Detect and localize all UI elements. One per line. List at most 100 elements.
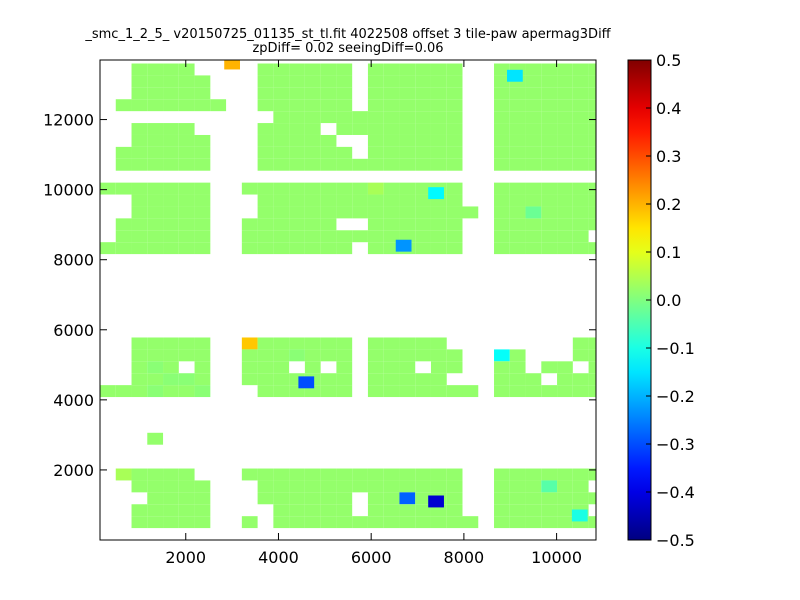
heatmap-cell bbox=[194, 99, 211, 112]
heatmap-cell bbox=[399, 361, 416, 374]
heatmap-cell bbox=[367, 361, 384, 374]
heatmap-cell bbox=[588, 349, 596, 362]
heatmap-cell bbox=[320, 385, 337, 398]
colorbar-tick-label: −0.4 bbox=[656, 483, 695, 502]
heatmap-cell bbox=[147, 337, 164, 350]
heatmap-cell bbox=[588, 75, 596, 88]
heatmap-cell bbox=[383, 218, 400, 231]
heatmap-cell bbox=[304, 480, 321, 493]
heatmap-cell bbox=[525, 468, 542, 481]
heatmap-cell bbox=[115, 146, 132, 159]
heatmap-cell bbox=[399, 63, 416, 76]
heatmap-cell bbox=[178, 349, 195, 362]
heatmap-cell bbox=[336, 63, 353, 76]
heatmap-cell bbox=[525, 385, 542, 398]
heatmap-cell bbox=[509, 87, 526, 100]
heatmap-cell bbox=[541, 504, 558, 517]
heatmap-cell bbox=[289, 516, 305, 529]
heatmap-cell bbox=[194, 385, 211, 398]
heatmap-cell bbox=[163, 134, 179, 147]
heatmap-cell bbox=[257, 492, 274, 505]
heatmap-cell bbox=[163, 87, 179, 100]
heatmap-cell bbox=[273, 206, 290, 219]
heatmap-cell bbox=[289, 134, 305, 147]
heatmap-cell bbox=[304, 337, 321, 350]
heatmap-cell-outlier bbox=[298, 376, 315, 389]
heatmap-cell bbox=[588, 361, 596, 374]
heatmap-cell bbox=[320, 468, 337, 481]
heatmap-cell bbox=[163, 361, 179, 374]
heatmap-cell bbox=[273, 111, 290, 124]
y-tick-label: 6000 bbox=[53, 321, 94, 340]
heatmap-cell bbox=[588, 182, 596, 195]
heatmap-cell bbox=[273, 242, 290, 255]
heatmap-cell bbox=[430, 134, 447, 147]
heatmap-cell bbox=[525, 492, 542, 505]
heatmap-cell bbox=[509, 123, 526, 135]
heatmap-cell bbox=[257, 87, 274, 100]
heatmap-cell bbox=[178, 182, 195, 195]
heatmap-cell bbox=[336, 492, 353, 505]
heatmap-cell bbox=[557, 206, 573, 219]
heatmap-cell bbox=[336, 337, 353, 350]
heatmap-cell bbox=[147, 182, 164, 195]
heatmap-cell bbox=[147, 516, 164, 529]
heatmap-cell bbox=[494, 468, 510, 481]
heatmap-cell bbox=[494, 385, 510, 398]
y-tick-label: 2000 bbox=[53, 461, 94, 480]
heatmap-cell bbox=[289, 230, 305, 243]
heatmap-cell bbox=[257, 182, 274, 195]
heatmap-cell bbox=[273, 63, 290, 76]
heatmap-cell bbox=[178, 87, 195, 100]
heatmap-cell bbox=[367, 99, 384, 112]
heatmap-cell bbox=[383, 63, 400, 76]
heatmap-cell bbox=[100, 385, 116, 398]
heatmap-cell bbox=[289, 123, 305, 135]
heatmap-cell bbox=[494, 206, 510, 219]
heatmap-cell bbox=[273, 349, 290, 362]
heatmap-cell bbox=[557, 385, 573, 398]
heatmap-cell bbox=[147, 158, 164, 171]
heatmap-cell bbox=[257, 468, 274, 481]
heatmap-cell bbox=[399, 87, 416, 100]
heatmap-cell bbox=[430, 99, 447, 112]
heatmap-cell bbox=[430, 75, 447, 88]
heatmap-cell bbox=[430, 111, 447, 124]
heatmap-cell bbox=[572, 492, 589, 505]
heatmap-cell bbox=[430, 242, 447, 255]
heatmap-cell bbox=[415, 111, 431, 124]
heatmap-cell bbox=[304, 361, 321, 374]
heatmap-cell bbox=[178, 134, 195, 147]
heatmap-cell bbox=[399, 206, 416, 219]
heatmap-cell bbox=[336, 468, 353, 481]
heatmap-cell bbox=[572, 373, 589, 386]
heatmap-cell bbox=[399, 123, 416, 135]
heatmap-cell bbox=[241, 349, 258, 362]
heatmap-cell bbox=[525, 111, 542, 124]
heatmap-cell bbox=[304, 230, 321, 243]
heatmap-cell bbox=[131, 63, 148, 76]
heatmap-cell bbox=[289, 504, 305, 517]
heatmap-cell bbox=[147, 373, 164, 386]
heatmap-cell bbox=[494, 99, 510, 112]
heatmap-cell bbox=[509, 480, 526, 493]
x-tick-label: 6000 bbox=[351, 548, 392, 567]
heatmap-cell bbox=[367, 516, 384, 529]
heatmap-cell bbox=[336, 75, 353, 88]
heatmap-cell bbox=[147, 242, 164, 255]
heatmap-cell bbox=[541, 385, 558, 398]
colorbar-tick-label: 0.4 bbox=[656, 99, 681, 118]
heatmap-cell bbox=[367, 75, 384, 88]
heatmap-cell bbox=[399, 182, 416, 195]
heatmap-cell bbox=[588, 385, 596, 398]
heatmap-cell bbox=[383, 480, 400, 493]
heatmap-cell bbox=[163, 158, 179, 171]
colorbar-tick-label: 0.5 bbox=[656, 51, 681, 70]
heatmap-cell bbox=[273, 99, 290, 112]
heatmap-cell bbox=[415, 99, 431, 112]
heatmap-cell bbox=[273, 134, 290, 147]
heatmap-cell bbox=[352, 182, 368, 195]
heatmap-cell bbox=[588, 134, 596, 147]
heatmap-cell bbox=[399, 194, 416, 207]
heatmap-cell bbox=[257, 218, 274, 231]
